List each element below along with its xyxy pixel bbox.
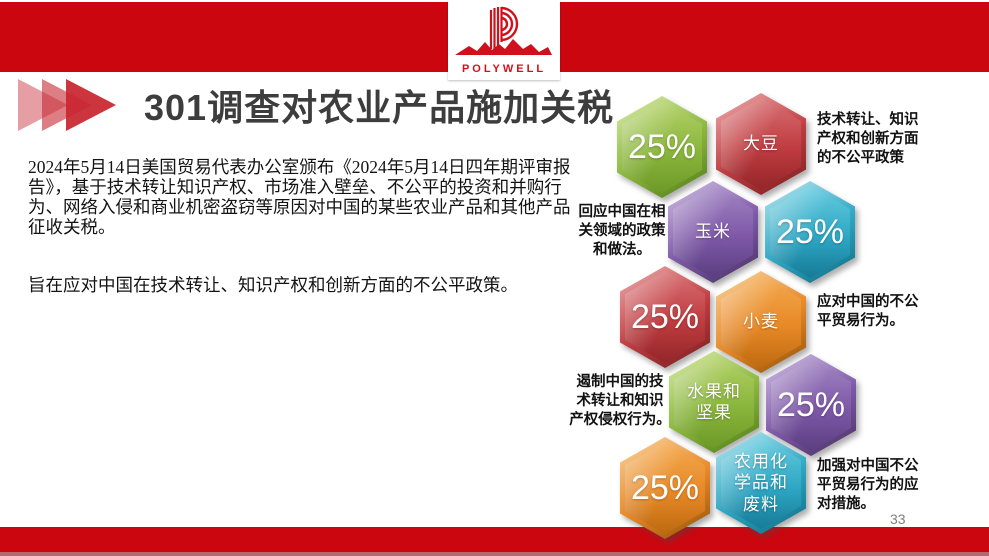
hexagon-agri-chemicals-waste: 农用化 学品和 废料 <box>716 432 806 534</box>
hexagon-25pct-5: 25% <box>620 437 710 539</box>
hexagon-25pct-3: 25% <box>620 266 710 368</box>
logo-box: POLYWELL <box>448 0 560 80</box>
hexagon-rate-label: 25% <box>627 127 697 166</box>
hexagon-product-label: 小麦 <box>743 312 779 332</box>
bottom-red-bar <box>0 527 989 552</box>
note-unfair-trade: 应对中国的不公 平贸易行为。 <box>817 294 919 329</box>
triple-arrow-icon <box>16 77 134 133</box>
note-ip-infringement: 遏制中国的技 术转让和知识 产权侵权行为。 <box>569 374 671 428</box>
hexagon-corn: 玉米 <box>668 181 758 283</box>
hexagon-25pct-1: 25% <box>617 96 707 198</box>
hexagon-product-label: 水果和 坚果 <box>687 381 741 422</box>
note-countermeasures: 加强对中国不公 平贸易行为的应 对措施。 <box>817 458 919 512</box>
hexagon-rate-label: 25% <box>630 468 700 507</box>
hexagon-rate-label: 25% <box>630 297 700 336</box>
page-number: 33 <box>890 511 906 527</box>
note-tech-transfer-policy: 技术转让、知识 产权和创新方面 的不公平政策 <box>817 112 919 166</box>
hexagon-rate-label: 25% <box>776 385 846 424</box>
hexagon-rate-label: 25% <box>775 212 845 251</box>
hexagon-25pct-4: 25% <box>766 354 856 456</box>
body-paragraph-1: 2024年5月14日美国贸易代表办公室颁布《2024年5月14日四年期评审报告》… <box>28 157 571 237</box>
slide-title: 301调查对农业产品施加关税 <box>144 87 615 128</box>
hexagon-soybeans: 大豆 <box>716 93 806 195</box>
hexagon-product-label: 玉米 <box>695 222 731 242</box>
hexagon-25pct-2: 25% <box>765 181 855 283</box>
polywell-logo-icon: POLYWELL <box>455 6 552 75</box>
note-china-policy-response: 回应中国在相 关领域的政策 和做法。 <box>578 204 666 258</box>
body-text-block: 2024年5月14日美国贸易代表办公室颁布《2024年5月14日四年期评审报告》… <box>28 157 573 295</box>
hexagon-fruits-nuts: 水果和 坚果 <box>669 351 759 453</box>
hexagon-product-label: 农用化 学品和 废料 <box>734 452 788 514</box>
bottom-edge-strip <box>0 552 989 556</box>
hexagon-product-label: 大豆 <box>743 134 779 154</box>
hexagon-wheat: 小麦 <box>716 271 806 373</box>
logo-brand-text: POLYWELL <box>462 63 546 75</box>
title-row: 301调查对农业产品施加关税 <box>16 74 614 136</box>
body-paragraph-2: 旨在应对中国在技术转让、知识产权和创新方面的不公平政策。 <box>28 275 518 295</box>
